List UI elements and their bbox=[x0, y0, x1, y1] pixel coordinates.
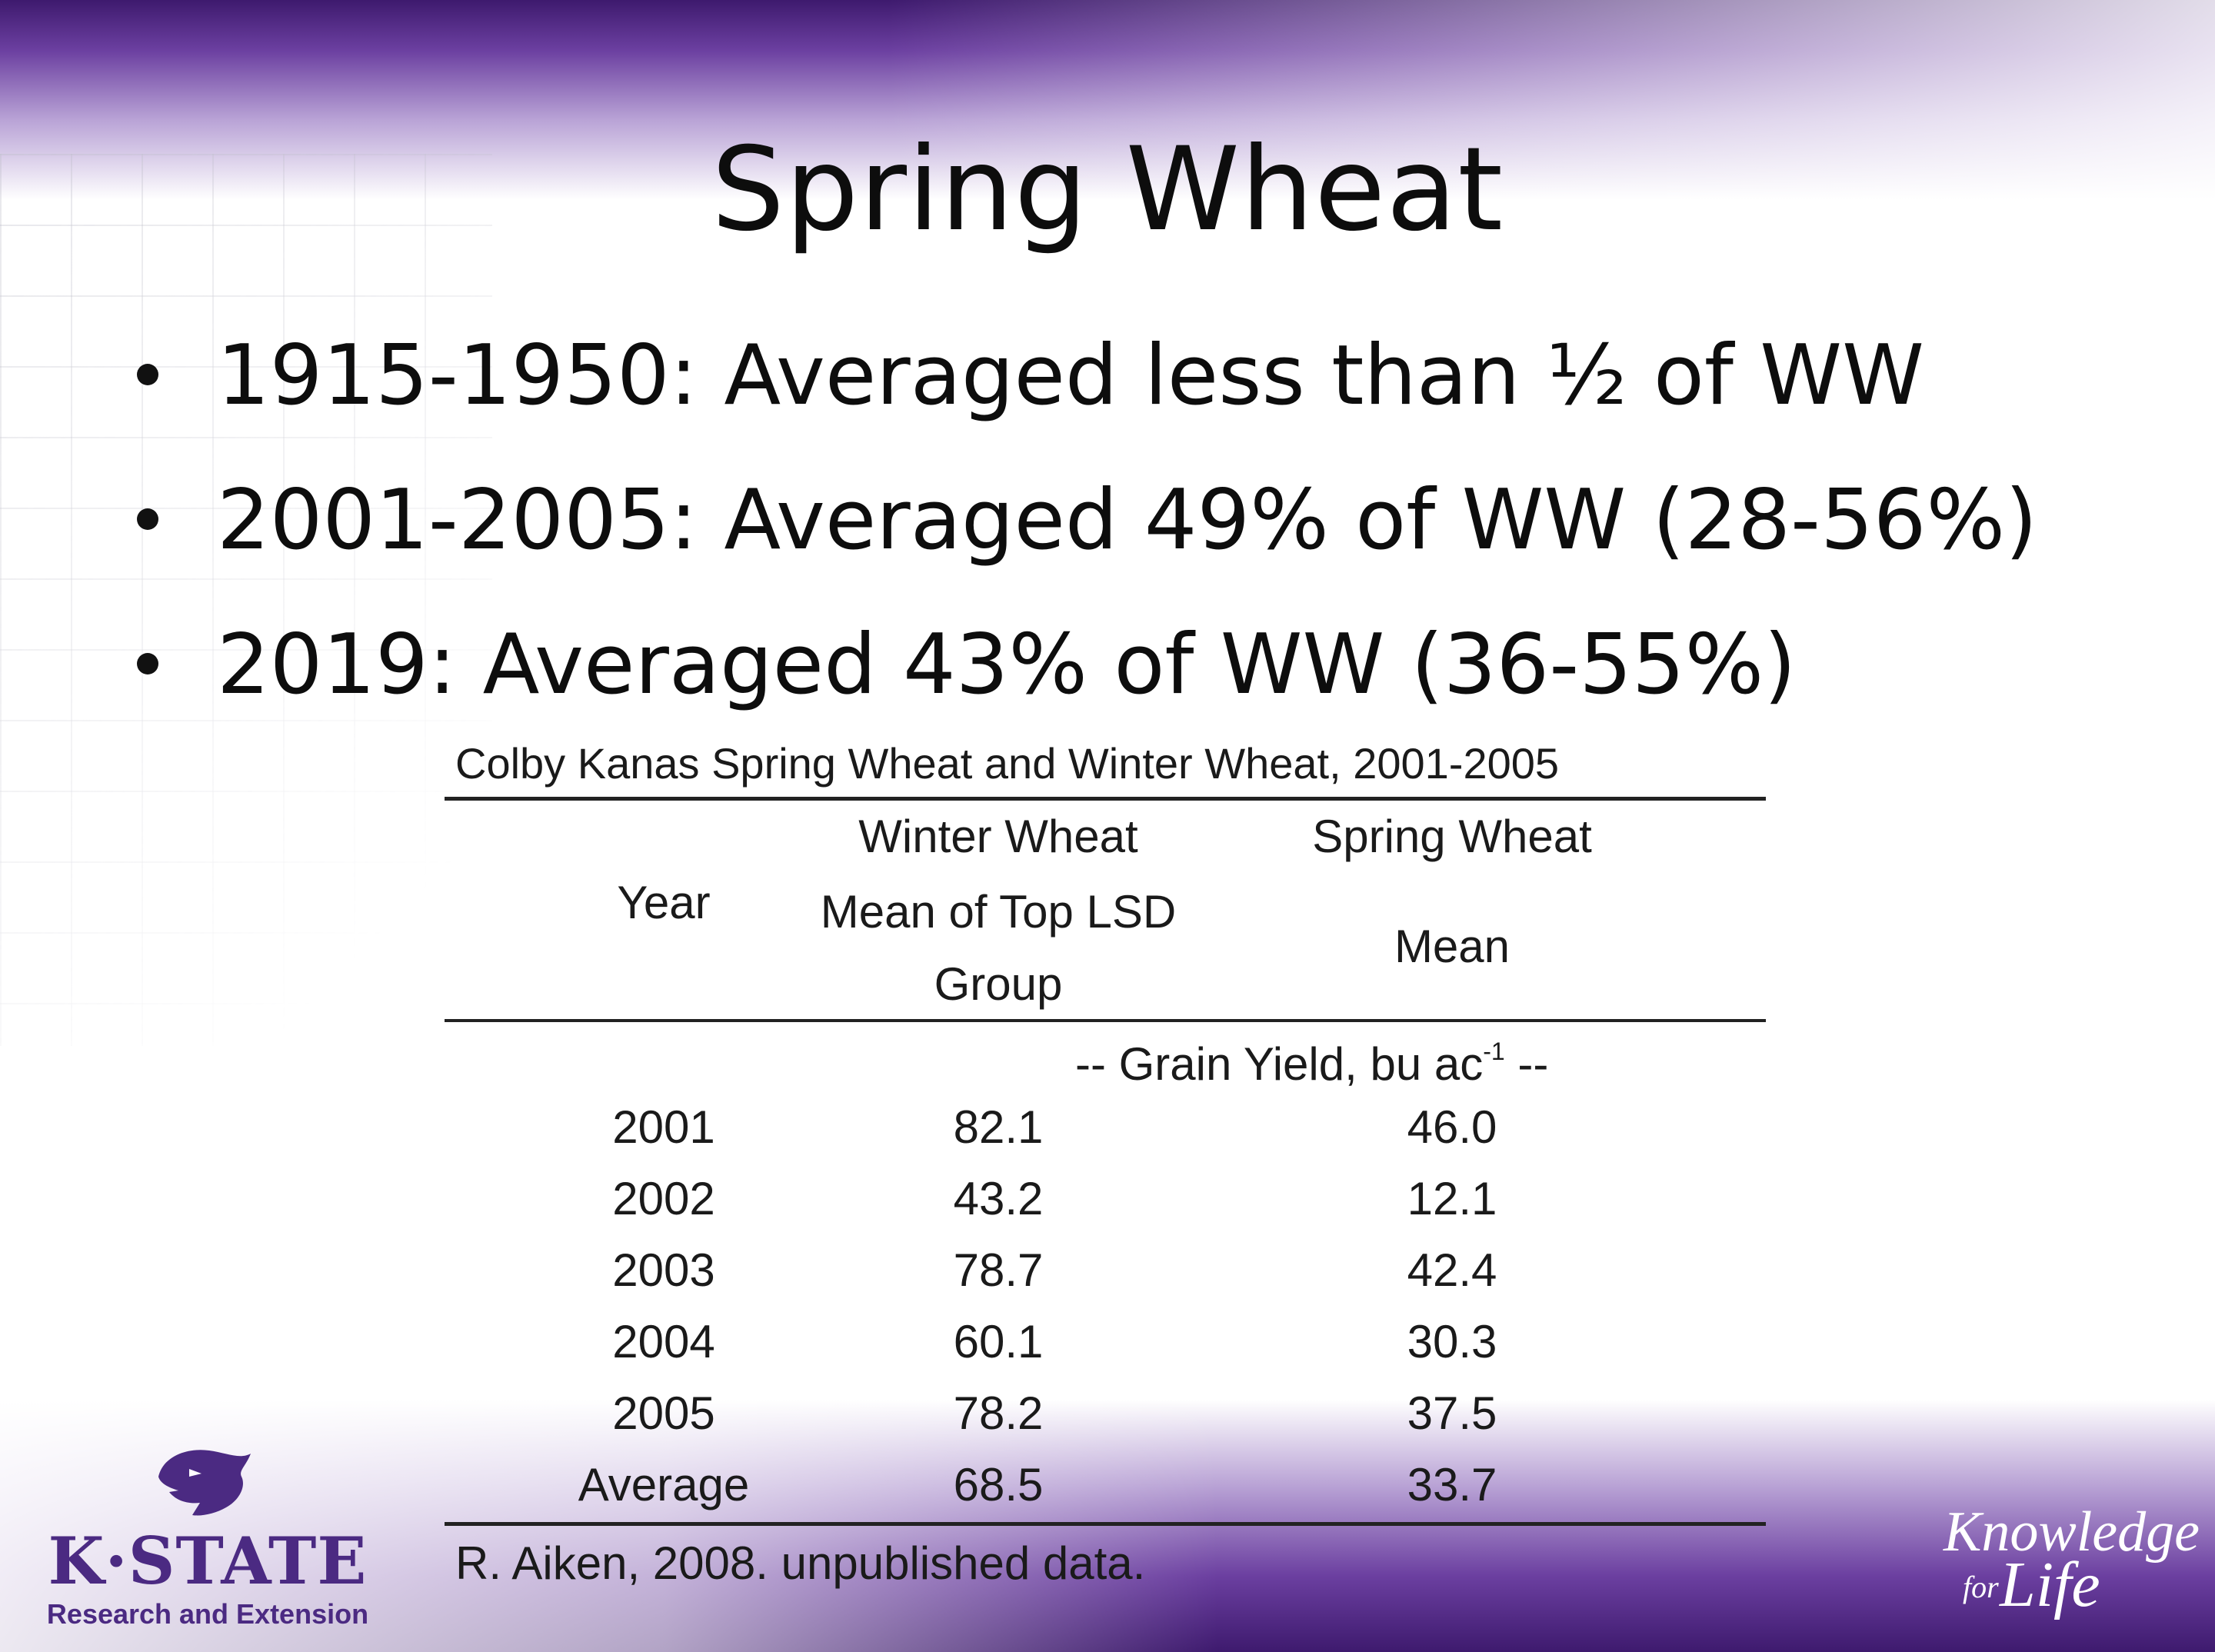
cell-year: 2005 bbox=[612, 1387, 715, 1439]
bullet-icon bbox=[137, 653, 158, 674]
bullet-icon bbox=[137, 508, 158, 530]
wildcat-icon bbox=[158, 1450, 251, 1516]
units-row: -- Grain Yield, bu ac-1 -- bbox=[445, 1022, 1766, 1093]
header-winter-wheat-line1: Winter Wheat bbox=[858, 811, 1138, 862]
header-gradient-band bbox=[0, 0, 2215, 200]
tagline-for: for bbox=[1963, 1570, 1999, 1604]
bullet-item: 1915-1950: Averaged less than ½ of WW bbox=[131, 304, 2037, 448]
tagline-knowledge: Knowledge bbox=[1944, 1500, 2200, 1564]
units-superscript: -1 bbox=[1483, 1037, 1505, 1065]
bullet-icon bbox=[137, 364, 158, 385]
table-row-average: Average 68.5 33.7 bbox=[445, 1450, 1766, 1526]
knowledge-for-life-tagline: Knowledge for Life bbox=[1907, 1500, 2200, 1623]
table-source-note: R. Aiken, 2008. unpublished data. bbox=[455, 1537, 1146, 1589]
bullet-list: 1915-1950: Averaged less than ½ of WW 20… bbox=[131, 304, 2037, 738]
kstate-subtitle: Research and Extension bbox=[46, 1598, 369, 1630]
bullet-text: 2019: Averaged 43% of WW (36-55%) bbox=[217, 617, 1797, 713]
tagline-life: Life bbox=[2000, 1549, 2100, 1620]
cell-spring-wheat: 37.5 bbox=[1407, 1387, 1497, 1439]
header-year: Year bbox=[617, 877, 711, 928]
cell-year: Average bbox=[578, 1459, 750, 1510]
bullet-item: 2001-2005: Averaged 49% of WW (28-56%) bbox=[131, 448, 2037, 593]
bullet-text: 1915-1950: Averaged less than ½ of WW bbox=[217, 328, 1924, 424]
cell-spring-wheat: 42.4 bbox=[1407, 1244, 1497, 1296]
table-header: Year Winter Wheat Mean of Top LSD Group … bbox=[445, 801, 1766, 1022]
header-spring-wheat-line1: Spring Wheat bbox=[1312, 811, 1592, 862]
cell-spring-wheat: 46.0 bbox=[1407, 1101, 1497, 1153]
header-winter-wheat-line2: Mean of Top LSD bbox=[820, 886, 1177, 938]
bullet-item: 2019: Averaged 43% of WW (36-55%) bbox=[131, 593, 2037, 738]
units-label: -- Grain Yield, bu ac-1 -- bbox=[1075, 1037, 1548, 1091]
units-prefix: -- Grain Yield, bu ac bbox=[1075, 1038, 1484, 1090]
yield-table: Colby Kanas Spring Wheat and Winter Whea… bbox=[445, 731, 1766, 1590]
units-suffix: -- bbox=[1504, 1038, 1549, 1090]
cell-year: 2002 bbox=[612, 1173, 715, 1224]
table-caption: Colby Kanas Spring Wheat and Winter Whea… bbox=[445, 731, 1766, 801]
cell-spring-wheat: 12.1 bbox=[1407, 1173, 1497, 1224]
cell-year: 2001 bbox=[612, 1101, 715, 1153]
header-winter-wheat-line3: Group bbox=[934, 958, 1063, 1010]
cell-winter-wheat: 78.2 bbox=[953, 1387, 1044, 1439]
background-grid-decoration bbox=[0, 154, 492, 1046]
cell-spring-wheat: 33.7 bbox=[1407, 1459, 1497, 1510]
cell-winter-wheat: 82.1 bbox=[953, 1101, 1044, 1153]
table-row: 2001 82.1 46.0 bbox=[445, 1093, 1766, 1164]
bullet-text: 2001-2005: Averaged 49% of WW (28-56%) bbox=[217, 472, 2038, 568]
cell-spring-wheat: 30.3 bbox=[1407, 1316, 1497, 1367]
table-row: 2003 78.7 42.4 bbox=[445, 1236, 1766, 1307]
slide-title: Spring Wheat bbox=[711, 123, 1504, 257]
kstate-wordmark: K·STATE bbox=[48, 1523, 368, 1599]
table-row: 2002 43.2 12.1 bbox=[445, 1164, 1766, 1236]
footer-gradient-band bbox=[0, 1400, 2215, 1652]
cell-winter-wheat: 43.2 bbox=[953, 1173, 1044, 1224]
kstate-logo: K·STATE Research and Extension bbox=[38, 1446, 377, 1630]
table-row: 2004 60.1 30.3 bbox=[445, 1307, 1766, 1379]
cell-winter-wheat: 60.1 bbox=[953, 1316, 1044, 1367]
cell-winter-wheat: 68.5 bbox=[953, 1459, 1044, 1510]
cell-winter-wheat: 78.7 bbox=[953, 1244, 1044, 1296]
header-spring-wheat-line2: Mean bbox=[1394, 921, 1511, 972]
cell-year: 2004 bbox=[612, 1316, 715, 1367]
cell-year: 2003 bbox=[612, 1244, 715, 1296]
table-row: 2005 78.2 37.5 bbox=[445, 1379, 1766, 1450]
